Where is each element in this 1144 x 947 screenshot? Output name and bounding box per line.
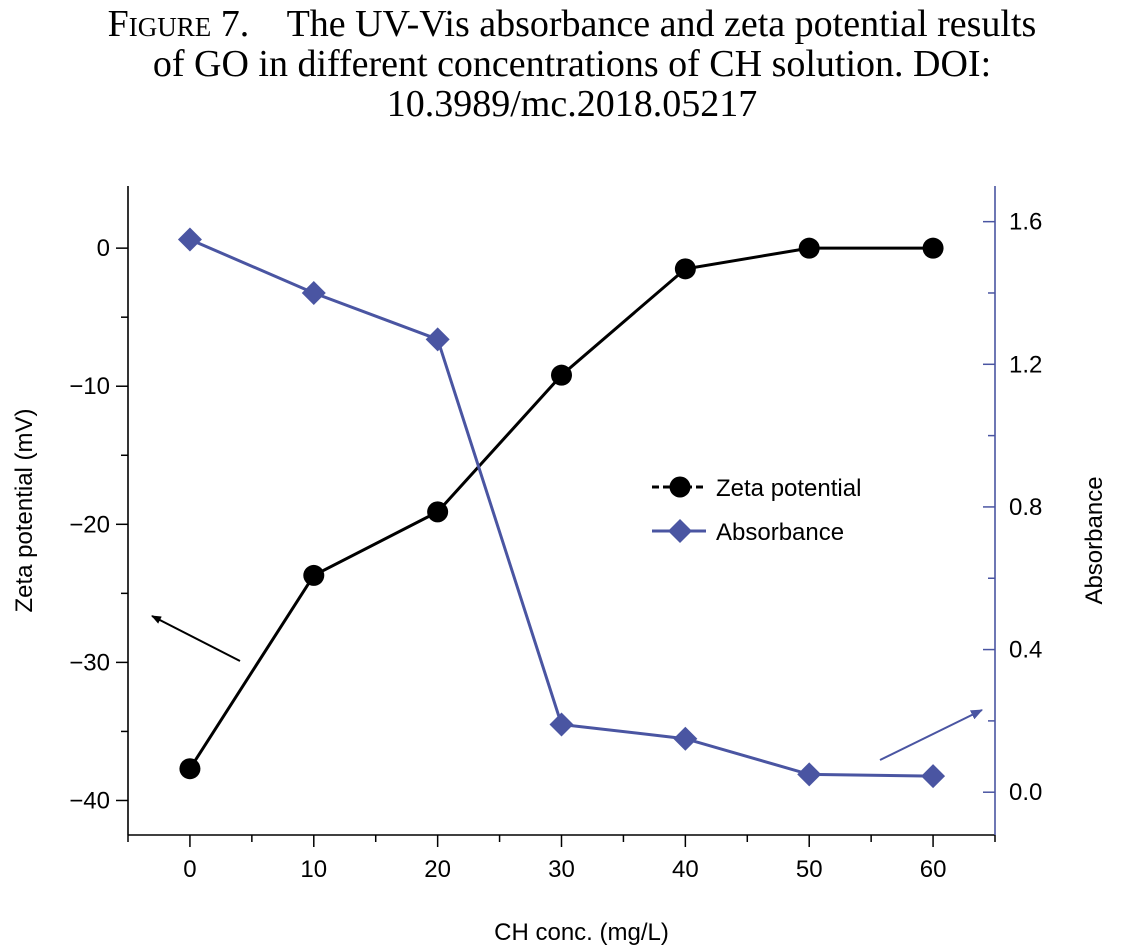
absorbance-legend-label: Absorbance — [716, 519, 844, 546]
series-layer — [177, 227, 946, 789]
y-right-axis-title: Absorbance — [1081, 476, 1108, 604]
x-axis-title: CH conc. (mg/L) — [494, 919, 669, 946]
y-left-axis-title: Zeta potential (mV) — [11, 408, 38, 612]
zeta-legend-marker — [669, 476, 691, 498]
x-tick-label: 40 — [672, 856, 699, 883]
y-right-tick-label: 0.4 — [1009, 637, 1042, 664]
zeta-point — [922, 237, 944, 259]
y-left-tick-label: 0 — [97, 235, 110, 262]
x-tick-label: 30 — [548, 856, 575, 883]
caption-text-1: The UV-Vis absorbance and zeta potential… — [286, 3, 1037, 45]
caption-line-2: of GO in different concentrations of CH … — [152, 43, 992, 85]
absorbance-point — [425, 327, 450, 352]
annotation-arrows — [151, 615, 983, 761]
y-right-tick-label: 0.0 — [1009, 779, 1042, 806]
y-left-tick-label: −10 — [69, 373, 110, 400]
absorbance-point — [797, 762, 822, 787]
y-left-tick-label: −20 — [69, 511, 110, 538]
figure-label: Figure 7. — [107, 3, 250, 45]
figure-caption: Figure 7. The UV-Vis absorbance and zeta… — [0, 4, 1144, 124]
absorbance-series-line — [189, 238, 934, 778]
y-left-tick-label: −40 — [69, 787, 110, 814]
caption-line-3: 10.3989/mc.2018.05217 — [386, 83, 758, 125]
absorbance-point — [177, 227, 202, 252]
x-tick-label: 10 — [300, 856, 327, 883]
absorbance-legend-marker — [668, 519, 692, 543]
zeta-series-line — [188, 246, 934, 770]
y-right-tick-label: 1.2 — [1009, 351, 1042, 378]
zeta-point — [798, 237, 820, 259]
legend: Zeta potential Absorbance — [652, 475, 861, 546]
absorbance-point — [673, 726, 698, 751]
zeta-legend-label: Zeta potential — [716, 475, 861, 502]
zeta-point — [674, 258, 696, 280]
axes-group: 0 10 20 30 40 50 60 0 −10 −20 −30 −40 0.0 0.4 0.8 1.2 1.… — [11, 186, 1108, 946]
y-right-tick-label: 1.6 — [1009, 209, 1042, 236]
zeta-axis-arrow — [151, 615, 241, 662]
zeta-point — [179, 758, 201, 780]
caption-line-1: Figure 7. The UV-Vis absorbance and zeta… — [0, 4, 1144, 44]
zeta-point — [303, 564, 325, 586]
y-left-tick-label: −30 — [69, 649, 110, 676]
zeta-point — [427, 501, 449, 523]
x-tick-label: 50 — [796, 856, 823, 883]
absorbance-axis-arrow — [879, 709, 983, 761]
absorbance-point — [549, 712, 574, 737]
y-right-tick-label: 0.8 — [1009, 494, 1042, 521]
zeta-point — [551, 364, 572, 386]
x-tick-label: 60 — [920, 856, 947, 883]
absorbance-point — [301, 280, 326, 305]
x-tick-label: 0 — [183, 856, 196, 883]
x-tick-label: 20 — [424, 856, 451, 883]
absorbance-point — [921, 764, 946, 789]
